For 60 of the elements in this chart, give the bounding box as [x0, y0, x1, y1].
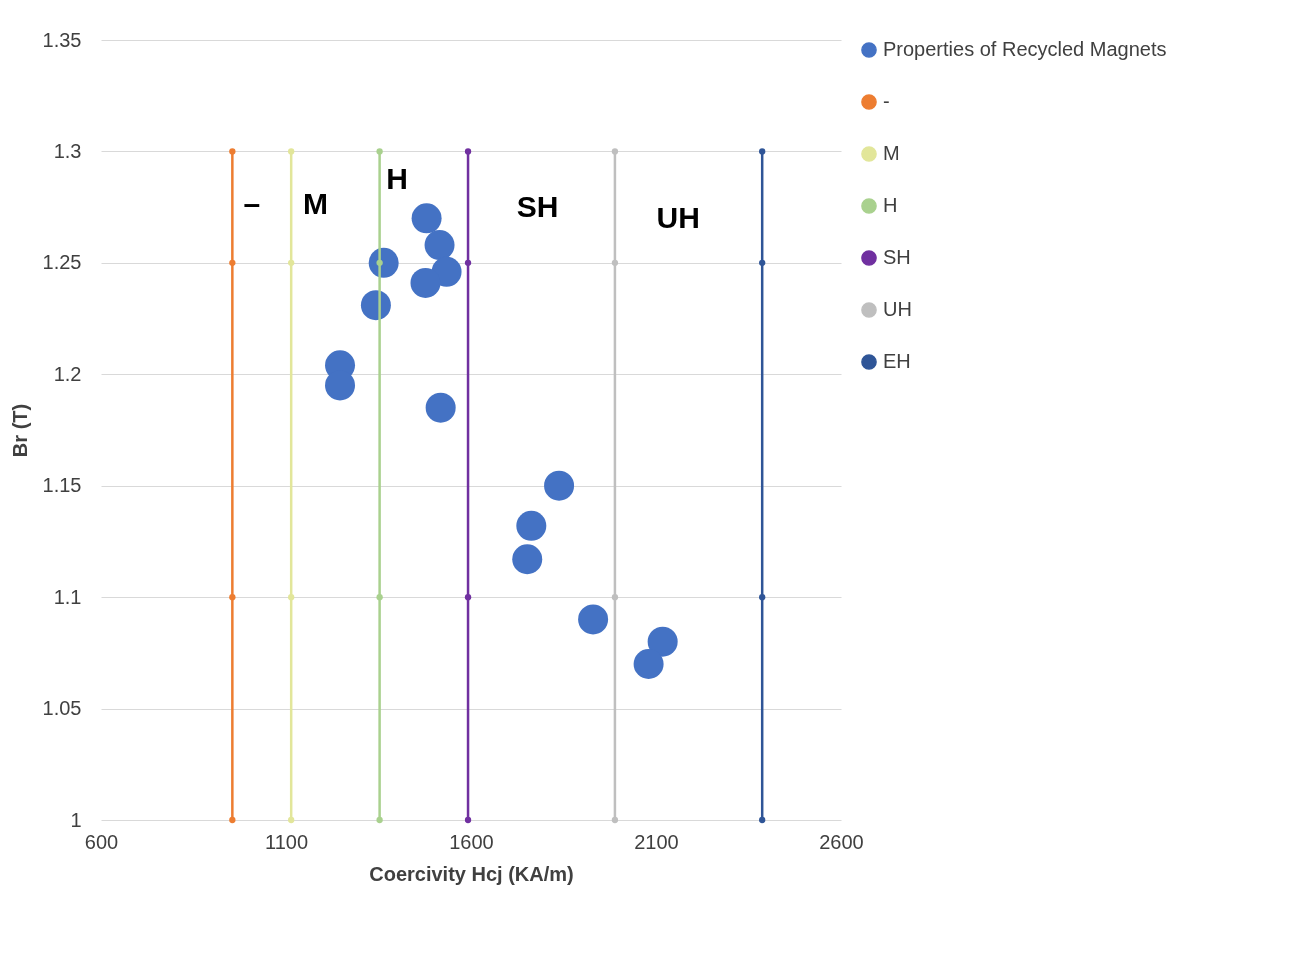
x-tick-label: 600 [84, 830, 119, 853]
point [288, 816, 295, 824]
point [759, 148, 766, 155]
point [424, 230, 455, 260]
point [376, 148, 383, 155]
point [229, 148, 236, 155]
y-tick-label: 1 [70, 808, 82, 831]
y-tick-label: 1.3 [53, 139, 82, 162]
point [288, 148, 295, 155]
legend-label: EH [883, 350, 911, 372]
y-tick-label: 1.2 [53, 362, 82, 385]
point [229, 816, 236, 824]
y-tick-label: 1.15 [42, 474, 82, 497]
annotation: M [303, 187, 329, 221]
point [410, 267, 441, 298]
point [611, 593, 619, 601]
legend-label: H [883, 194, 898, 216]
x-tick-label: 1600 [449, 830, 494, 853]
y-tick-label: 1.1 [53, 585, 82, 608]
legend-label: UH [883, 298, 912, 320]
point [578, 604, 609, 635]
annotation: H [386, 162, 408, 196]
annotation: SH [516, 189, 559, 223]
point [512, 544, 543, 575]
point [464, 816, 472, 824]
point [425, 392, 456, 423]
point [633, 649, 664, 679]
point [464, 259, 472, 267]
annotation: UH [656, 201, 700, 235]
x-tick-label: 2600 [819, 830, 864, 853]
legend-label: - [883, 90, 890, 112]
point [544, 470, 575, 501]
point [611, 816, 619, 824]
point [288, 259, 295, 267]
legend-label: SH [883, 246, 911, 268]
y-tick-label: 1.05 [42, 697, 82, 720]
legend-label: M [883, 142, 900, 164]
legend-label: Properties of Recycled Magnets [883, 38, 1167, 60]
point [647, 626, 678, 657]
point [611, 148, 619, 155]
point [288, 593, 295, 601]
y-tick-label: 1.25 [42, 251, 82, 274]
point [229, 259, 236, 267]
x-axis-title: Coercivity Hcj (KA/m) [369, 862, 574, 885]
x-tick-label: 2100 [634, 830, 679, 853]
point [516, 510, 547, 541]
point [464, 593, 472, 601]
point [229, 593, 236, 601]
point [376, 816, 383, 824]
point [411, 203, 442, 234]
y-axis-title: Br (T) [8, 403, 31, 458]
point [464, 148, 472, 155]
point [376, 593, 383, 601]
x-tick-label: 1100 [264, 830, 309, 853]
point [611, 259, 619, 267]
point [759, 816, 766, 824]
y-tick-label: 1.35 [42, 28, 82, 51]
annotation: – [243, 187, 261, 221]
point [759, 259, 766, 267]
point [759, 593, 766, 601]
